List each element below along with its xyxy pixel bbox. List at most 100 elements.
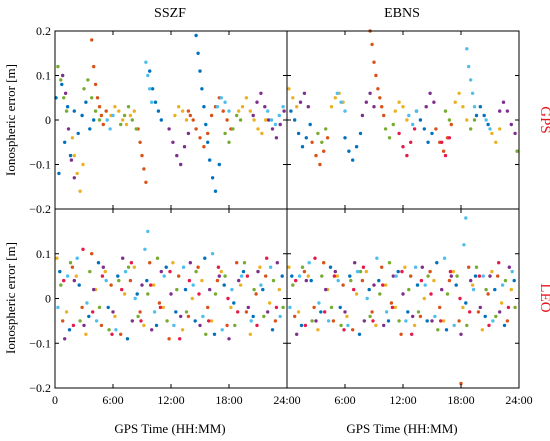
point-p3-s2-8 xyxy=(364,269,368,274)
point-p3-s4-16 xyxy=(445,292,450,296)
point-p3-s3-4 xyxy=(333,269,337,274)
point-p0-s4-0 xyxy=(56,64,60,69)
point-p2-s6-15 xyxy=(207,319,211,323)
point-p2-s4-10 xyxy=(155,256,160,260)
point-p1-s1-9 xyxy=(376,87,380,91)
point-p0-s3-16 xyxy=(270,127,275,131)
point-p2-s6-22 xyxy=(274,305,279,310)
point-p2-s5-13 xyxy=(172,323,176,328)
point-p3-s5-22 xyxy=(491,319,495,323)
point-p3-s0-13 xyxy=(415,283,420,287)
point-p0-s2-23 xyxy=(264,118,268,122)
point-p1-s6-1 xyxy=(401,145,405,149)
point-p0-s1-19 xyxy=(206,131,210,136)
x-tick-label-left-1: 6:00 xyxy=(102,393,123,407)
point-p2-s3-20 xyxy=(256,269,260,274)
point-p0-s5-5 xyxy=(148,87,152,91)
point-p2-s1-22 xyxy=(273,319,278,323)
x-tick-label-left-2: 12:00 xyxy=(157,393,184,407)
point-p0-s2-9 xyxy=(124,122,129,127)
point-p3-s2-7 xyxy=(354,292,359,296)
point-p2-s2-19 xyxy=(238,283,243,287)
point-p2-s5-3 xyxy=(85,301,89,305)
point-p0-s5-4 xyxy=(146,73,150,78)
point-p0-s0-8 xyxy=(80,113,84,118)
point-p2-s2-16 xyxy=(209,319,214,323)
panel-ebns-leo xyxy=(287,216,517,386)
point-p3-s2-12 xyxy=(403,265,407,269)
point-p2-s4-18 xyxy=(233,323,237,328)
point-p1-s1-8 xyxy=(374,73,378,78)
point-p3-s1-6 xyxy=(351,328,355,332)
point-p2-s4-13 xyxy=(184,310,189,314)
point-p1-s5-12 xyxy=(488,127,492,131)
y-tick-label-r0-0: 0.2 xyxy=(36,24,51,38)
point-p1-s2-11 xyxy=(453,100,457,104)
point-p0-s3-0 xyxy=(61,73,65,78)
point-p2-s0-11 xyxy=(164,265,168,269)
point-p3-s2-20 xyxy=(480,328,484,332)
point-p2-s2-2 xyxy=(74,274,79,278)
point-p0-s0-2 xyxy=(60,82,64,87)
point-p2-s4-14 xyxy=(194,269,198,274)
point-p0-s2-0 xyxy=(70,136,75,140)
point-p2-s6-9 xyxy=(149,283,153,287)
point-p0-s1-0 xyxy=(90,38,94,42)
point-p1-s0-19 xyxy=(486,122,490,127)
point-p0-s4-6 xyxy=(90,96,94,100)
point-p0-s4-14 xyxy=(223,131,227,136)
point-p2-s5-9 xyxy=(143,247,147,251)
point-p3-s3-14 xyxy=(430,319,434,323)
x-axis-title-left: GPS Time (HH:MM) xyxy=(114,421,225,436)
point-p0-s5-1 xyxy=(108,127,112,131)
point-p1-s1-17 xyxy=(449,122,453,127)
point-p2-s5-19 xyxy=(230,287,234,292)
point-p0-s0-6 xyxy=(72,109,77,113)
point-p3-s6-11 xyxy=(400,269,404,274)
point-p2-s4-6 xyxy=(117,278,121,283)
point-p3-s4-13 xyxy=(416,310,421,314)
point-p1-s2-0 xyxy=(287,87,291,91)
point-p2-s6-18 xyxy=(236,310,240,314)
point-p3-s0-3 xyxy=(319,310,323,314)
point-p3-s1-15 xyxy=(438,305,442,310)
point-p0-s0-1 xyxy=(57,171,61,176)
point-p0-s4-3 xyxy=(64,109,69,113)
point-p2-s3-21 xyxy=(266,310,270,314)
point-p2-s0-23 xyxy=(280,274,284,278)
point-p2-s6-7 xyxy=(129,261,134,265)
point-p3-s1-20 xyxy=(476,310,481,314)
point-p3-s0-6 xyxy=(348,274,352,278)
point-p2-s2-8 xyxy=(132,265,136,269)
point-p3-s2-22 xyxy=(499,301,504,305)
point-p3-s1-4 xyxy=(331,319,336,323)
point-p2-s5-17 xyxy=(210,252,215,256)
point-p1-s2-2 xyxy=(295,105,299,109)
point-p1-s3-7 xyxy=(424,105,428,109)
point-p3-s5-19 xyxy=(464,216,468,220)
point-p2-s5-5 xyxy=(104,278,108,283)
point-p2-s3-3 xyxy=(92,287,96,292)
point-p3-s4-17 xyxy=(455,274,459,278)
point-p2-s5-24 xyxy=(278,314,282,319)
point-p3-s5-9 xyxy=(375,256,379,260)
point-p1-s0-13 xyxy=(422,127,426,131)
point-p2-s4-15 xyxy=(204,332,208,336)
point-p2-s2-5 xyxy=(103,269,108,274)
point-p3-s2-19 xyxy=(470,283,475,287)
point-p3-s1-3 xyxy=(322,261,326,265)
point-p2-s5-18 xyxy=(220,328,224,332)
point-p1-s3-8 xyxy=(428,91,432,96)
point-p3-s0-14 xyxy=(425,319,429,323)
point-p3-s5-17 xyxy=(452,323,456,328)
point-p0-s0-9 xyxy=(84,100,88,104)
y-tick-label-r0-1: 0.1 xyxy=(36,69,51,83)
point-p3-s1-9 xyxy=(380,265,384,269)
point-p3-s2-5 xyxy=(335,274,339,278)
point-p3-s4-12 xyxy=(407,287,411,292)
point-p2-s0-8 xyxy=(135,292,139,296)
point-p3-s0-0 xyxy=(290,274,294,278)
point-p3-s4-6 xyxy=(349,278,353,283)
point-p0-s1-6 xyxy=(101,122,106,127)
point-p3-s6-17 xyxy=(458,296,462,301)
